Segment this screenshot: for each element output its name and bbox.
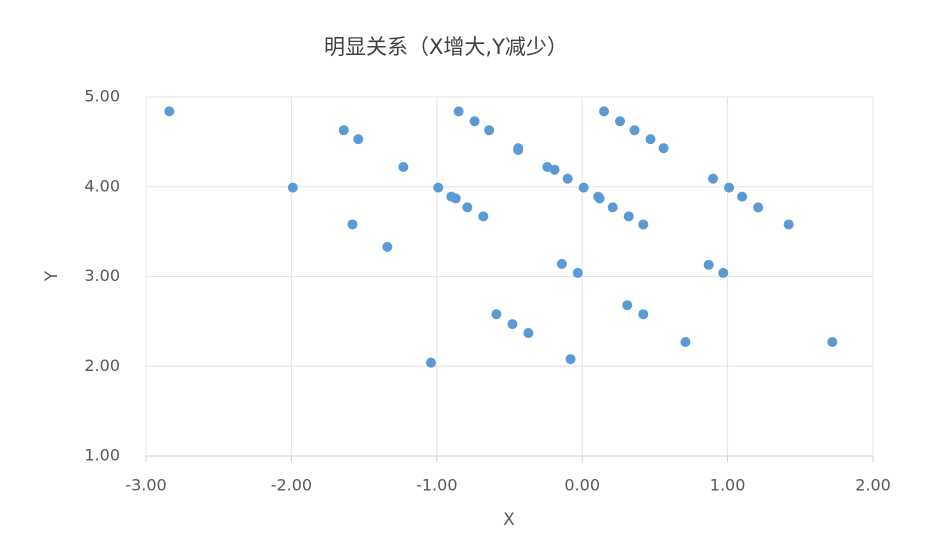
point [523, 328, 534, 339]
point [507, 319, 518, 330]
point [638, 219, 649, 230]
point [556, 258, 567, 269]
point [594, 193, 605, 204]
y-tick-label: 1.00 [84, 446, 120, 465]
point [491, 309, 502, 320]
point [578, 182, 589, 193]
point [724, 182, 735, 193]
point [338, 125, 349, 136]
x-tick-label: 0.00 [564, 476, 600, 495]
point [287, 182, 298, 193]
point [708, 173, 719, 184]
y-tick-label: 4.00 [84, 176, 120, 195]
point [645, 134, 656, 145]
point [572, 267, 583, 278]
y-tick-label: 2.00 [84, 356, 120, 375]
point [462, 202, 473, 213]
point [607, 202, 618, 213]
point [680, 337, 691, 348]
x-tick-label: -2.00 [271, 476, 312, 495]
point [562, 173, 573, 184]
point [549, 164, 560, 175]
x-tick-label: -1.00 [416, 476, 457, 495]
y-tick-label: 3.00 [84, 266, 120, 285]
point [827, 337, 838, 348]
point [450, 193, 461, 204]
point [382, 241, 393, 252]
x-tick-label: 1.00 [710, 476, 746, 495]
point [783, 219, 794, 230]
point [737, 191, 748, 202]
point [623, 211, 634, 222]
point [658, 143, 669, 154]
point [629, 125, 640, 136]
point [565, 354, 576, 365]
y-axis-label: Y [42, 270, 62, 282]
point [703, 259, 714, 270]
point [433, 182, 444, 193]
point [398, 162, 409, 173]
point [638, 309, 649, 320]
point [622, 300, 633, 311]
x-tick-label: 2.00 [855, 476, 891, 495]
point [484, 125, 495, 136]
point [615, 116, 626, 127]
point [599, 106, 610, 117]
point [164, 106, 175, 117]
chart-title: 明显关系（X增大,Y减少） [324, 35, 568, 59]
point [453, 106, 464, 117]
point [753, 202, 764, 213]
x-tick-label: -3.00 [125, 476, 166, 495]
point [347, 219, 358, 230]
point [469, 116, 480, 127]
x-axis-label: X [503, 510, 515, 530]
point [718, 267, 729, 278]
point [353, 134, 364, 145]
point [478, 211, 489, 222]
point [425, 357, 436, 368]
point [513, 144, 524, 155]
y-tick-label: 5.00 [84, 87, 120, 106]
